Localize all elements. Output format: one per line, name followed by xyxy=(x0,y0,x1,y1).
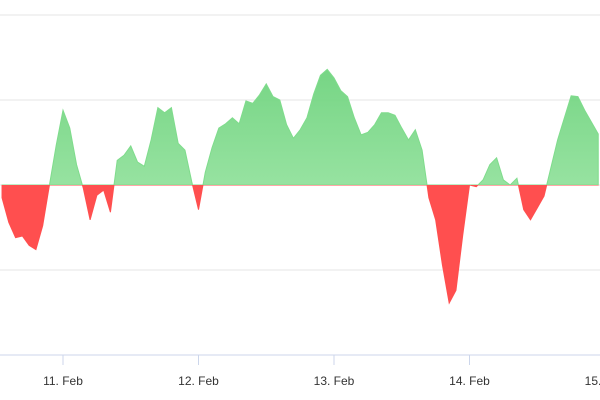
x-tick-label: 15. Feb xyxy=(585,374,600,388)
negative-area xyxy=(1,185,599,305)
x-tick-label: 14. Feb xyxy=(449,374,490,388)
positive-area xyxy=(1,68,599,185)
x-tick-label: 13. Feb xyxy=(314,374,355,388)
x-tick-label: 11. Feb xyxy=(43,374,83,388)
x-tick-label: 12. Feb xyxy=(178,374,219,388)
